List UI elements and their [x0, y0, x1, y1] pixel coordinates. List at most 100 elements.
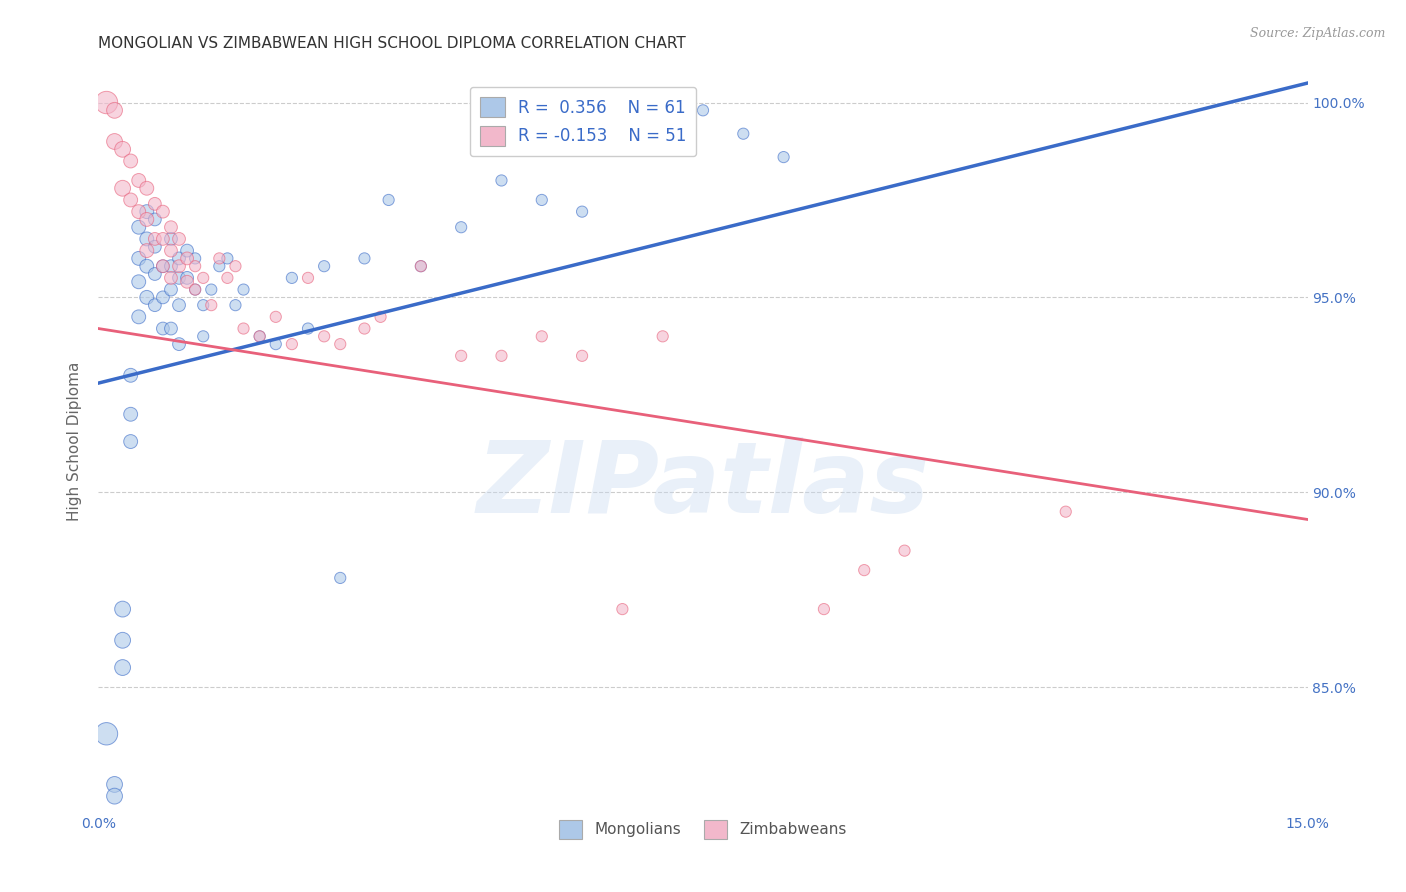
Point [353, 321, 375, 335]
Point [249, 329, 271, 343]
Point [893, 543, 915, 558]
Point [103, 135, 125, 149]
Point [135, 244, 157, 258]
Point [297, 271, 319, 285]
Text: ZIPatlas: ZIPatlas [477, 437, 929, 534]
Point [135, 232, 157, 246]
Point [281, 271, 304, 285]
Point [184, 283, 207, 297]
Point [160, 283, 183, 297]
Point [409, 259, 432, 273]
Point [1054, 505, 1077, 519]
Point [200, 283, 222, 297]
Point [208, 259, 231, 273]
Point [111, 142, 134, 156]
Point [167, 259, 190, 273]
Point [111, 660, 134, 674]
Point [120, 368, 142, 383]
Point [167, 252, 190, 266]
Point [152, 290, 174, 304]
Point [135, 181, 157, 195]
Point [612, 107, 634, 121]
Point [103, 777, 125, 791]
Point [152, 204, 174, 219]
Point [128, 173, 150, 187]
Point [160, 259, 183, 273]
Point [249, 329, 271, 343]
Point [120, 407, 142, 421]
Point [152, 321, 174, 335]
Point [450, 220, 472, 235]
Point [143, 212, 166, 227]
Point [370, 310, 392, 324]
Point [111, 633, 134, 648]
Point [193, 329, 215, 343]
Point [491, 173, 513, 187]
Point [128, 220, 150, 235]
Point [176, 271, 198, 285]
Point [160, 232, 183, 246]
Point [264, 337, 287, 351]
Point [167, 337, 190, 351]
Point [128, 275, 150, 289]
Point [128, 204, 150, 219]
Point [176, 244, 198, 258]
Point [264, 310, 287, 324]
Point [193, 271, 215, 285]
Point [120, 193, 142, 207]
Point [96, 727, 118, 741]
Point [193, 298, 215, 312]
Point [143, 267, 166, 281]
Point [733, 127, 755, 141]
Point [176, 252, 198, 266]
Point [160, 271, 183, 285]
Point [120, 434, 142, 449]
Point [128, 310, 150, 324]
Point [143, 232, 166, 246]
Point [217, 252, 239, 266]
Point [167, 298, 190, 312]
Point [143, 197, 166, 211]
Point [651, 142, 673, 156]
Point [329, 337, 352, 351]
Point [232, 321, 254, 335]
Point [143, 240, 166, 254]
Point [377, 193, 399, 207]
Point [612, 602, 634, 616]
Point [530, 193, 553, 207]
Text: Source: ZipAtlas.com: Source: ZipAtlas.com [1250, 27, 1385, 40]
Point [135, 290, 157, 304]
Text: MONGOLIAN VS ZIMBABWEAN HIGH SCHOOL DIPLOMA CORRELATION CHART: MONGOLIAN VS ZIMBABWEAN HIGH SCHOOL DIPL… [98, 36, 686, 51]
Point [184, 259, 207, 273]
Point [184, 283, 207, 297]
Point [224, 298, 246, 312]
Point [224, 259, 246, 273]
Point [281, 337, 304, 351]
Point [450, 349, 472, 363]
Point [160, 244, 183, 258]
Point [208, 252, 231, 266]
Point [111, 181, 134, 195]
Point [120, 153, 142, 168]
Point [772, 150, 794, 164]
Point [692, 103, 714, 118]
Point [128, 252, 150, 266]
Point [135, 204, 157, 219]
Point [96, 95, 118, 110]
Point [329, 571, 352, 585]
Point [200, 298, 222, 312]
Point [111, 602, 134, 616]
Point [135, 259, 157, 273]
Legend: Mongolians, Zimbabweans: Mongolians, Zimbabweans [553, 814, 853, 845]
Point [491, 349, 513, 363]
Point [135, 212, 157, 227]
Point [167, 232, 190, 246]
Point [160, 220, 183, 235]
Point [152, 259, 174, 273]
Point [314, 329, 336, 343]
Point [813, 602, 835, 616]
Point [143, 298, 166, 312]
Point [353, 252, 375, 266]
Point [409, 259, 432, 273]
Point [103, 789, 125, 804]
